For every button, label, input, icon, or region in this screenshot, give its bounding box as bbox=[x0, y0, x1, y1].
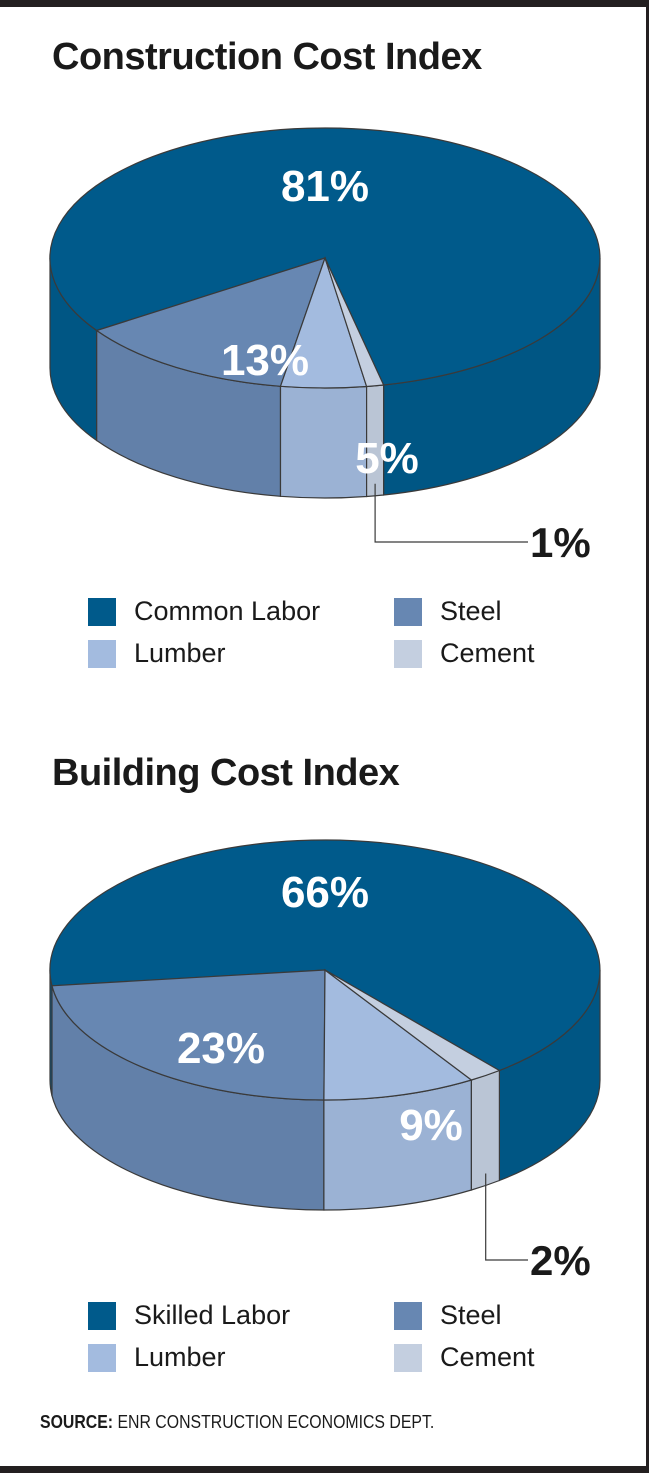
legend-label: Steel bbox=[440, 596, 502, 626]
slice-lumber-side bbox=[279, 385, 368, 499]
callout-line bbox=[485, 1173, 528, 1261]
data-label-cement: 1% bbox=[530, 519, 591, 566]
source-text: ENR CONSTRUCTION ECONOMICS DEPT. bbox=[117, 1412, 435, 1432]
legend-item-skilled-labor: Skilled Labor bbox=[88, 1300, 290, 1331]
legend-label: Lumber bbox=[134, 638, 226, 668]
legend-label: Lumber bbox=[134, 1342, 226, 1372]
slice-labor-top bbox=[49, 839, 601, 1072]
callout-line bbox=[374, 483, 528, 543]
legend-swatch bbox=[394, 1301, 422, 1330]
data-label-steel: 13% bbox=[221, 336, 309, 385]
legend-construction: Common Labor Steel Lumber Cement bbox=[88, 596, 608, 688]
pie-graphic: 66% 23% 9% 2% bbox=[49, 839, 601, 1284]
legend-swatch bbox=[394, 597, 422, 626]
data-label-labor: 66% bbox=[281, 868, 369, 917]
slice-steel-top bbox=[95, 257, 326, 387]
slice-cement-side bbox=[470, 1069, 500, 1191]
data-label-labor: 81% bbox=[281, 162, 369, 211]
data-label-steel: 23% bbox=[177, 1024, 265, 1073]
pie-chart-construction: 81% 13% 5% 1% bbox=[49, 127, 601, 566]
legend-building: Skilled Labor Steel Lumber Cement bbox=[88, 1300, 608, 1392]
slice-cement-top bbox=[324, 969, 501, 1081]
chart-title-construction: Construction Cost Index bbox=[52, 36, 482, 78]
slice-steel-top bbox=[51, 969, 326, 1101]
slice-lumber-top bbox=[323, 968, 473, 1101]
legend-label: Skilled Labor bbox=[134, 1300, 291, 1330]
legend-item-lumber: Lumber bbox=[88, 638, 226, 669]
legend-swatch bbox=[88, 639, 116, 668]
pie-chart-building: 66% 23% 9% 2% bbox=[49, 839, 601, 1284]
pie-graphic: 81% 13% 5% 1% bbox=[49, 127, 601, 566]
legend-label: Cement bbox=[440, 638, 535, 668]
data-label-cement: 2% bbox=[530, 1237, 591, 1284]
data-label-lumber: 5% bbox=[355, 434, 419, 483]
data-label-lumber: 9% bbox=[399, 1101, 463, 1150]
legend-label: Steel bbox=[440, 1300, 502, 1330]
legend-label: Common Labor bbox=[134, 596, 321, 626]
slice-cement-top bbox=[324, 257, 385, 388]
legend-swatch bbox=[88, 1301, 116, 1330]
legend-swatch bbox=[394, 639, 422, 668]
legend-label: Cement bbox=[440, 1342, 535, 1372]
legend-swatch bbox=[88, 597, 116, 626]
legend-swatch bbox=[394, 1343, 422, 1372]
chart-title-building: Building Cost Index bbox=[52, 752, 400, 794]
legend-item-steel: Steel bbox=[394, 596, 502, 627]
source-label: SOURCE: bbox=[40, 1412, 114, 1432]
legend-item-cement: Cement bbox=[394, 638, 535, 669]
legend-item-common-labor: Common Labor bbox=[88, 596, 320, 627]
legend-item-steel: Steel bbox=[394, 1300, 502, 1331]
legend-item-cement: Cement bbox=[394, 1342, 535, 1373]
legend-swatch bbox=[88, 1343, 116, 1372]
source-note: SOURCE: ENR CONSTRUCTION ECONOMICS DEPT. bbox=[40, 1412, 434, 1433]
legend-item-lumber: Lumber bbox=[88, 1342, 226, 1373]
